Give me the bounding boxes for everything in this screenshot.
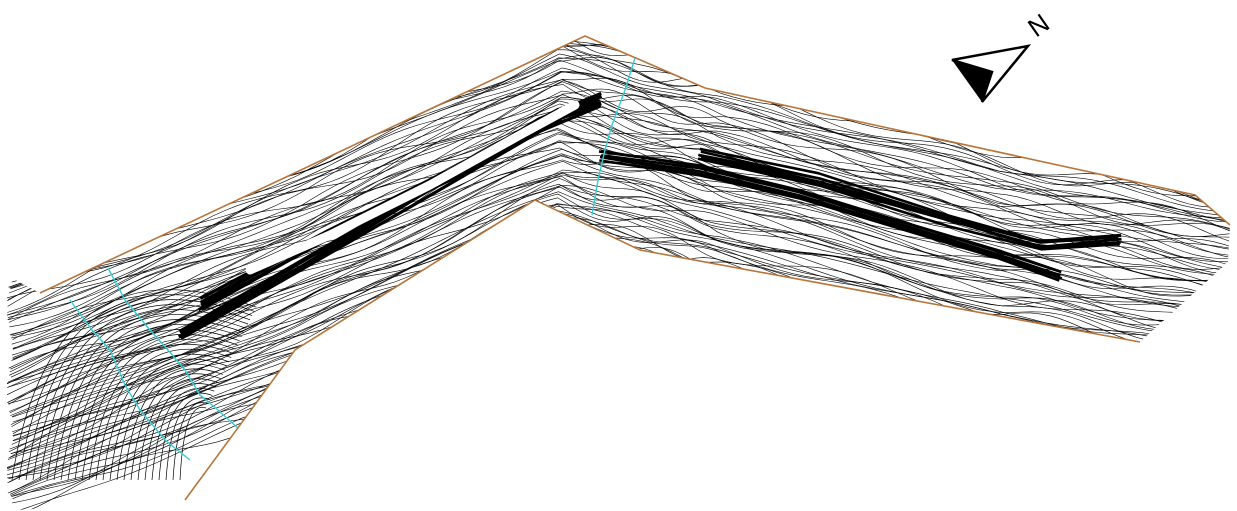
contour-line	[9, 98, 1230, 328]
contour-line	[130, 373, 221, 481]
contour-line	[7, 80, 1230, 313]
contour-line	[8, 108, 1230, 320]
steep-slope-band	[601, 156, 1061, 277]
survey-boundary-lower	[184, 199, 1141, 501]
contour-line	[12, 129, 1228, 350]
contour-line	[74, 334, 238, 481]
contour-line	[172, 402, 209, 481]
contour-line	[11, 53, 1228, 283]
contour-line	[11, 205, 1230, 417]
contour-line	[7, 185, 1230, 403]
steep-slope-band	[600, 149, 1062, 274]
contour-line	[10, 141, 1228, 378]
contour-line	[67, 329, 240, 481]
contour-line	[7, 36, 1230, 239]
contour-line	[7, 84, 1230, 307]
contour-line	[9, 71, 1230, 289]
contour-line	[12, 203, 1228, 434]
contour-line	[9, 183, 1230, 414]
north-arrow-icon: N	[951, 8, 1055, 103]
contour-line	[39, 309, 249, 481]
contour-line	[109, 358, 228, 481]
contour-line	[8, 186, 1230, 405]
contour-line	[10, 36, 1230, 248]
contour-line	[116, 363, 226, 481]
contour-line	[6, 88, 1230, 299]
contour-line	[7, 36, 1230, 158]
contour-line	[7, 36, 1230, 240]
contour-line	[158, 392, 213, 481]
contour-line	[7, 36, 1230, 152]
survey-boundary-upper	[39, 35, 1231, 294]
contour-line	[7, 260, 1230, 494]
contour-line	[165, 397, 211, 481]
contour-line	[7, 254, 1230, 479]
waterway-line	[69, 299, 191, 461]
waterway-lines	[69, 57, 636, 461]
contour-line	[151, 387, 215, 481]
contour-line	[12, 203, 1229, 423]
contour-line	[12, 277, 1228, 511]
contour-line	[95, 348, 232, 481]
contour-line	[7, 172, 1230, 384]
contour-line	[11, 284, 1230, 497]
contour-line	[9, 100, 1230, 335]
river-channel	[245, 100, 580, 275]
contour-line	[11, 289, 257, 481]
contour-line	[10, 229, 1229, 454]
contour-line	[144, 383, 217, 481]
steep-slope-band	[700, 156, 1121, 249]
contour-line	[102, 353, 230, 481]
contour-line	[7, 36, 1230, 227]
contour-line	[8, 103, 1230, 323]
north-label: N	[1022, 8, 1055, 43]
contour-line	[137, 378, 219, 481]
contour-line	[11, 197, 1230, 427]
steep-slope-band	[697, 157, 1120, 251]
contour-line	[8, 271, 1230, 483]
contour-lines	[6, 36, 1230, 511]
steep-slope-band	[599, 155, 1063, 280]
contour-line	[10, 112, 1230, 336]
contour-line	[7, 249, 1230, 476]
contour-line	[6, 172, 1230, 395]
waterway-line	[591, 57, 636, 216]
contour-line	[6, 81, 1230, 316]
waterway-line	[107, 267, 241, 431]
contour-line	[6, 36, 1230, 222]
contour-line	[8, 36, 1230, 156]
contour-line	[123, 368, 223, 481]
contour-line	[12, 141, 1228, 350]
steep-slope-band	[599, 159, 1060, 282]
contour-line	[12, 117, 1228, 349]
contour-line	[7, 90, 1230, 316]
contour-line	[11, 114, 1230, 345]
contour-line	[6, 174, 1230, 385]
contour-line	[7, 96, 1230, 321]
steep-slope-bands	[177, 91, 1122, 340]
contour-line	[12, 120, 1229, 337]
contour-line	[88, 344, 234, 481]
steep-slope-band	[180, 104, 602, 340]
contour-line	[8, 36, 1230, 244]
contour-line	[6, 94, 1230, 302]
contour-line	[179, 406, 207, 481]
contour-line	[12, 279, 1229, 504]
contour-line	[8, 77, 1230, 288]
contour-line	[10, 191, 1230, 416]
contour-line	[81, 339, 236, 481]
contour-line	[7, 105, 1230, 318]
